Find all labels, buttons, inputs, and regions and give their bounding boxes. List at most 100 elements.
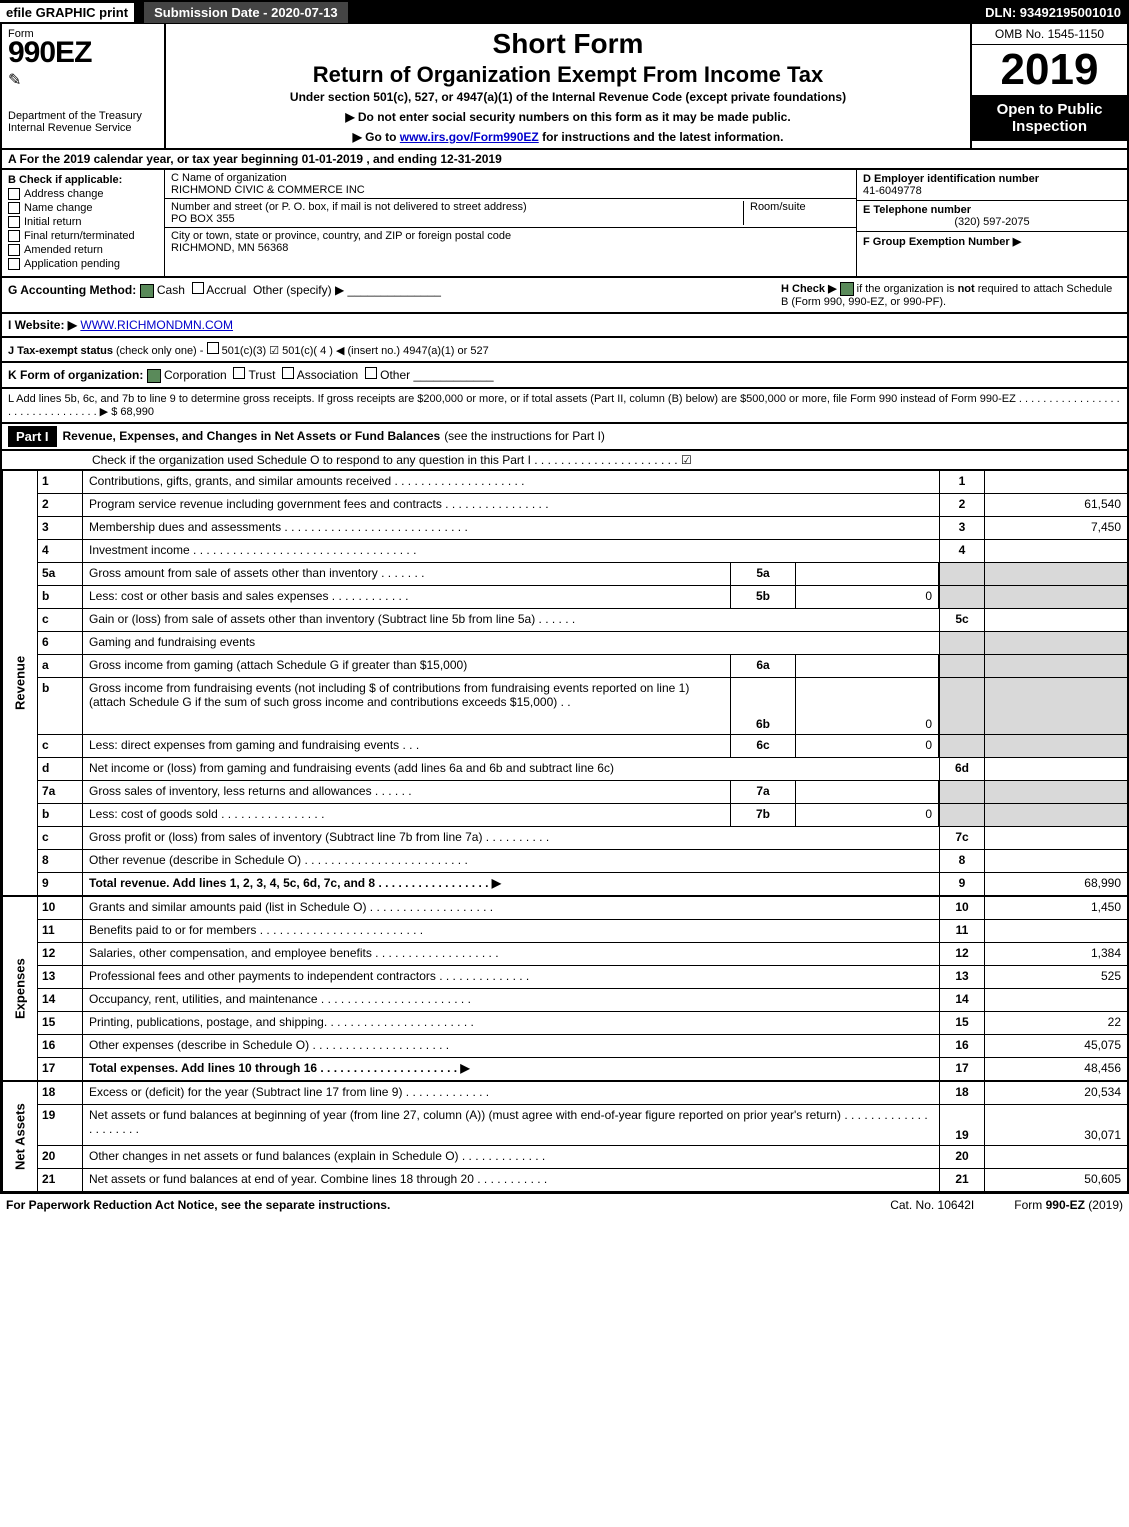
line-10-amount: 1,450 [985,897,1127,919]
header-center: Short Form Return of Organization Exempt… [166,24,970,148]
checkbox-trust[interactable] [233,367,245,379]
city-value: RICHMOND, MN 56368 [171,242,850,254]
street-value: PO BOX 355 [171,213,743,225]
header-left: Form 990EZ ✎ Department of the Treasury … [2,24,166,148]
line-10-desc: Grants and similar amounts paid (list in… [83,897,939,919]
row-g-h: G Accounting Method: Cash Accrual Other … [0,278,1129,314]
revenue-side-label: Revenue [2,471,37,895]
header-right: OMB No. 1545-1150 2019 Open to Public In… [970,24,1127,148]
checkbox-accrual[interactable] [192,282,204,294]
checkbox-501c3[interactable] [207,342,219,354]
line-11-desc: Benefits paid to or for members . . . . … [83,920,939,942]
part-1-check-note: Check if the organization used Schedule … [0,451,1129,471]
line-7c-desc: Gross profit or (loss) from sales of inv… [83,827,939,849]
line-6c-desc: Less: direct expenses from gaming and fu… [83,735,730,757]
checkbox-other-org[interactable] [365,367,377,379]
under-section-text: Under section 501(c), 527, or 4947(a)(1)… [174,90,962,104]
schedule-b-check: H Check ▶ if the organization is not req… [781,282,1121,308]
line-14-desc: Occupancy, rent, utilities, and maintena… [83,989,939,1011]
line-1-amount [985,471,1127,493]
checkbox-initial-return[interactable] [8,216,20,228]
ssn-warning: ▶ Do not enter social security numbers o… [174,110,962,124]
form-subtitle: Return of Organization Exempt From Incom… [174,62,962,88]
form-of-org-row: K Form of organization: Corporation Trus… [0,363,1129,389]
line-16-amount: 45,075 [985,1035,1127,1057]
checkbox-cash[interactable] [140,284,154,298]
street-label: Number and street (or P. O. box, if mail… [171,201,743,213]
checkbox-association[interactable] [282,367,294,379]
line-9-desc: Total revenue. Add lines 1, 2, 3, 4, 5c,… [83,873,939,895]
checkbox-final-return[interactable] [8,230,20,242]
part-1-table: Revenue 1Contributions, gifts, grants, a… [0,471,1129,1193]
submission-date-label: Submission Date - 2020-07-13 [144,2,348,23]
line-6d-desc: Net income or (loss) from gaming and fun… [83,758,939,780]
ein-label: D Employer identification number [863,173,1121,185]
checkbox-address-change[interactable] [8,188,20,200]
line-4-amount [985,540,1127,562]
checkbox-amended-return[interactable] [8,244,20,256]
tax-year: 2019 [972,45,1127,95]
line-3-desc: Membership dues and assessments . . . . … [83,517,939,539]
line-2-desc: Program service revenue including govern… [83,494,939,516]
line-2-amount: 61,540 [985,494,1127,516]
col-b-checkboxes: B Check if applicable: Address change Na… [2,170,165,276]
irs-link[interactable]: www.irs.gov/Form990EZ [400,130,539,144]
paperwork-notice: For Paperwork Reduction Act Notice, see … [6,1198,890,1212]
line-16-desc: Other expenses (describe in Schedule O) … [83,1035,939,1057]
line-17-amount: 48,456 [985,1058,1127,1080]
line-20-desc: Other changes in net assets or fund bala… [83,1146,939,1168]
expenses-side-label: Expenses [2,897,37,1080]
website-row: I Website: ▶ WWW.RICHMONDMN.COM [0,314,1129,338]
checkbox-name-change[interactable] [8,202,20,214]
website-link[interactable]: WWW.RICHMONDMN.COM [80,318,233,332]
part-1-instr: (see the instructions for Part I) [444,429,605,443]
org-name-label: C Name of organization [171,172,850,184]
checkbox-application-pending[interactable] [8,258,20,270]
accounting-method: G Accounting Method: Cash Accrual Other … [8,282,781,308]
tax-exempt-status-row: J Tax-exempt status (check only one) - 5… [0,338,1129,363]
section-a-tax-year: A For the 2019 calendar year, or tax yea… [0,150,1129,170]
open-to-public-label: Open to Public Inspection [972,95,1127,141]
group-exemption-label: F Group Exemption Number ▶ [863,235,1121,248]
checkbox-schedule-b[interactable] [840,282,854,296]
line-19-amount: 30,071 [985,1105,1127,1145]
line-5b-desc: Less: cost or other basis and sales expe… [83,586,730,608]
form-title: Short Form [174,28,962,60]
form-number: 990EZ [8,36,158,70]
line-13-amount: 525 [985,966,1127,988]
line-13-desc: Professional fees and other payments to … [83,966,939,988]
line-7b-desc: Less: cost of goods sold . . . . . . . .… [83,804,730,826]
line-19-desc: Net assets or fund balances at beginning… [83,1105,939,1145]
line-18-desc: Excess or (deficit) for the year (Subtra… [83,1082,939,1104]
part-1-title: Revenue, Expenses, and Changes in Net As… [63,429,441,443]
part-1-label: Part I [8,426,57,447]
line-6-desc: Gaming and fundraising events [83,632,939,654]
line-9-amount: 68,990 [985,873,1127,895]
ein-value: 41-6049778 [863,185,1121,197]
goto-text: ▶ Go to www.irs.gov/Form990EZ for instru… [174,130,962,144]
part-1-header: Part I Revenue, Expenses, and Changes in… [0,424,1129,451]
room-suite-label: Room/suite [743,201,850,225]
line-17-desc: Total expenses. Add lines 10 through 16 … [83,1058,939,1080]
line-15-desc: Printing, publications, postage, and shi… [83,1012,939,1034]
page-footer: For Paperwork Reduction Act Notice, see … [0,1193,1129,1216]
line-18-amount: 20,534 [985,1082,1127,1104]
col-b-label: B Check if applicable: [8,174,158,186]
col-c-name-address: C Name of organization RICHMOND CIVIC & … [165,170,856,276]
line-12-amount: 1,384 [985,943,1127,965]
checkbox-corporation[interactable] [147,369,161,383]
line-4-desc: Investment income . . . . . . . . . . . … [83,540,939,562]
line-21-amount: 50,605 [985,1169,1127,1191]
irs-label: Internal Revenue Service [8,122,158,134]
omb-number: OMB No. 1545-1150 [972,24,1127,45]
line-15-amount: 22 [985,1012,1127,1034]
gross-receipts-row: L Add lines 5b, 6c, and 7b to line 9 to … [0,389,1129,424]
city-label: City or town, state or province, country… [171,230,850,242]
line-1-desc: Contributions, gifts, grants, and simila… [83,471,939,493]
form-version: Form 990-EZ (2019) [1014,1198,1123,1212]
line-6a-desc: Gross income from gaming (attach Schedul… [83,655,730,677]
line-6b-desc: Gross income from fundraising events (no… [83,678,730,734]
net-assets-side-label: Net Assets [2,1082,37,1191]
efile-print-label[interactable]: efile GRAPHIC print [0,3,134,22]
line-5c-desc: Gain or (loss) from sale of assets other… [83,609,939,631]
